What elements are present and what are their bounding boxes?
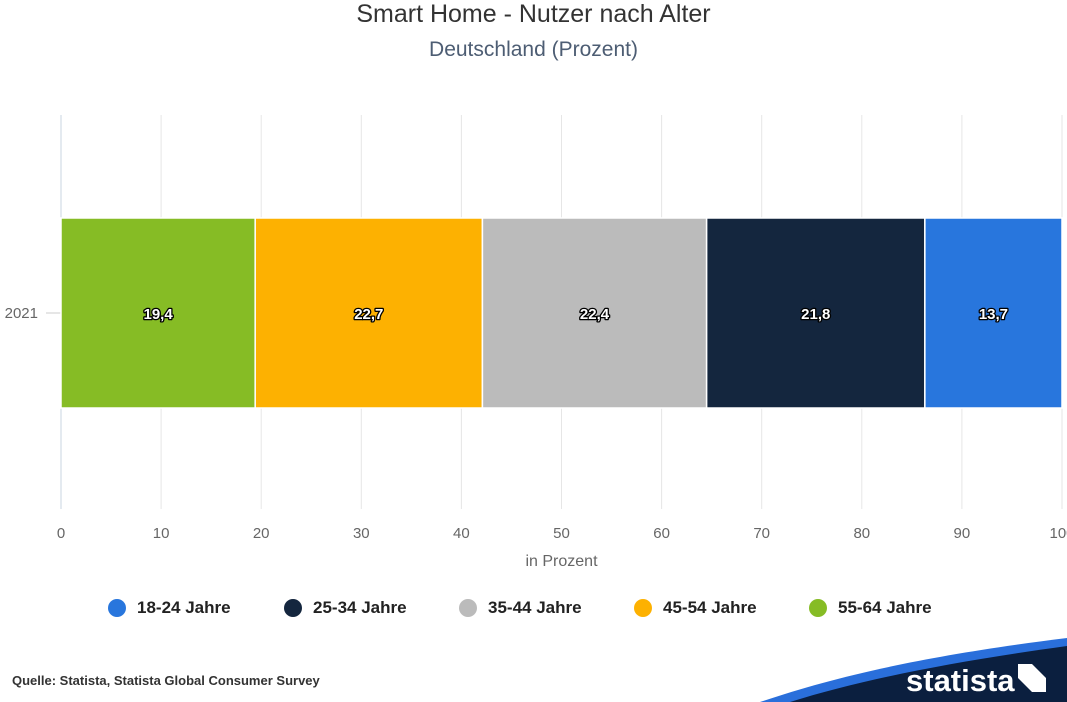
legend-label: 35-44 Jahre bbox=[488, 598, 582, 617]
legend-dot bbox=[108, 599, 126, 617]
legend-label: 18-24 Jahre bbox=[137, 598, 231, 617]
data-label: 22,7 bbox=[354, 306, 383, 323]
x-tick-label: 10 bbox=[153, 525, 170, 542]
y-category-label: 2021 bbox=[5, 305, 38, 322]
x-tick-label: 60 bbox=[653, 525, 670, 542]
bar-segment bbox=[60, 217, 256, 409]
brand-wordmark: statista bbox=[906, 663, 1015, 698]
legend-label: 55-64 Jahre bbox=[838, 598, 932, 617]
legend-label: 25-34 Jahre bbox=[313, 598, 407, 617]
legend-label: 45-54 Jahre bbox=[663, 598, 757, 617]
bar-segment bbox=[481, 217, 708, 409]
legend-dot bbox=[459, 599, 477, 617]
data-label: 22,4 bbox=[580, 306, 610, 323]
source-note: Quelle: Statista, Statista Global Consum… bbox=[12, 673, 320, 688]
chart-title: Smart Home - Nutzer nach Alter bbox=[356, 0, 711, 28]
x-tick-label: 80 bbox=[853, 525, 870, 542]
x-tick-label: 100 bbox=[1049, 525, 1067, 542]
bar-segment bbox=[924, 217, 1063, 409]
legend-dot bbox=[809, 599, 827, 617]
legend-item[interactable]: 18-24 Jahre bbox=[108, 595, 231, 621]
legend-item[interactable]: 55-64 Jahre bbox=[809, 595, 932, 621]
legend-dot bbox=[284, 599, 302, 617]
brand-logo-icon bbox=[1018, 664, 1046, 692]
x-tick-label: 40 bbox=[453, 525, 470, 542]
x-axis-title: in Prozent bbox=[525, 553, 598, 570]
x-tick-label: 90 bbox=[954, 525, 971, 542]
chart-legend: 18-24 Jahre 25-34 Jahre 35-44 Jahre 45-54 J… bbox=[0, 595, 1067, 623]
brand-wave bbox=[790, 646, 1067, 702]
bar-segment bbox=[705, 217, 926, 409]
x-tick-label: 30 bbox=[353, 525, 370, 542]
legend-item[interactable]: 35-44 Jahre bbox=[459, 595, 582, 621]
legend-item[interactable]: 25-34 Jahre bbox=[284, 595, 407, 621]
x-tick-label: 70 bbox=[753, 525, 770, 542]
data-label: 13,7 bbox=[979, 306, 1008, 323]
x-tick-label: 20 bbox=[253, 525, 270, 542]
x-tick-label: 0 bbox=[57, 525, 65, 542]
data-label: 21,8 bbox=[801, 306, 830, 323]
legend-dot bbox=[634, 599, 652, 617]
bar-segment bbox=[254, 217, 484, 409]
legend-item[interactable]: 45-54 Jahre bbox=[634, 595, 757, 621]
x-tick-label: 50 bbox=[553, 525, 570, 542]
chart-subtitle: Deutschland (Prozent) bbox=[429, 38, 638, 61]
data-label: 19,4 bbox=[143, 306, 173, 323]
